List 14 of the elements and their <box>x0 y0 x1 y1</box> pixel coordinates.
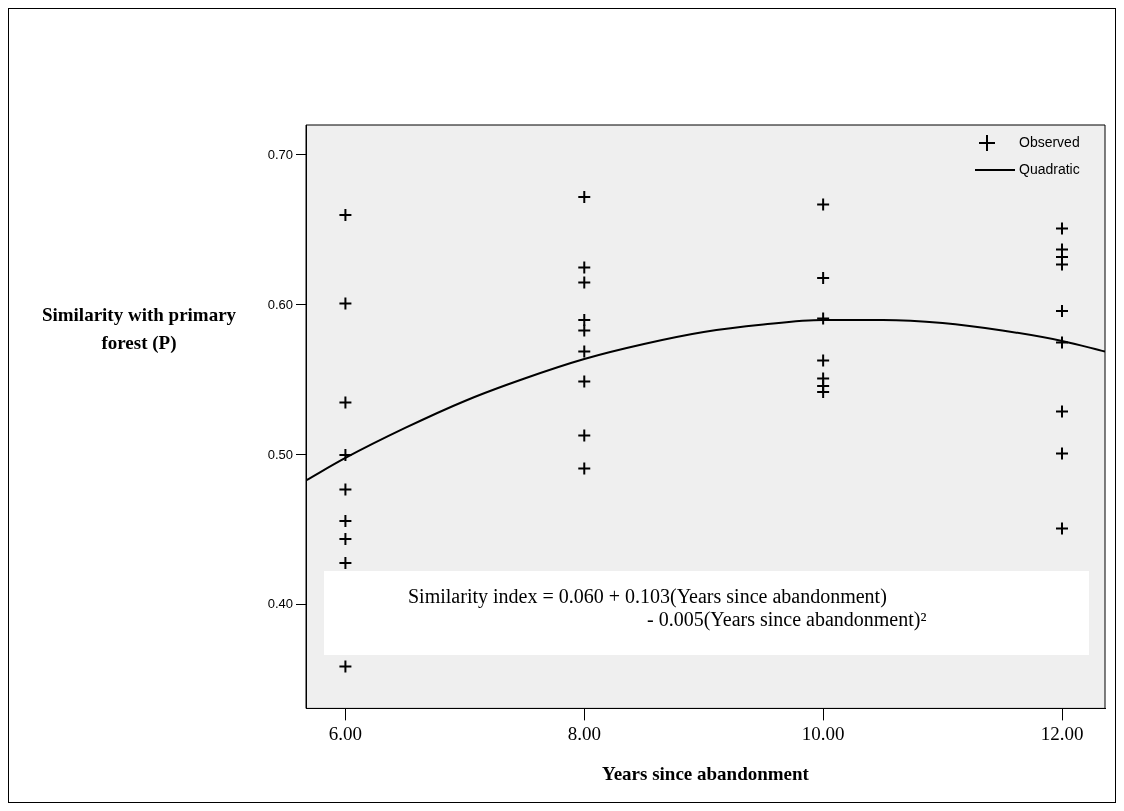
x-tick-label: 12.00 <box>1040 722 1084 744</box>
x-axis-title: Years since abandonment <box>602 762 810 784</box>
y-tick-label: 0.50 <box>267 446 293 462</box>
annotation: Similarity index = 0.060 + 0.103(Years since abandonment) - 0.005(Years since abandonment)² <box>408 585 928 632</box>
legend-label: Observed <box>1019 133 1080 150</box>
x-tick-label: 8.00 <box>567 722 601 744</box>
x-tick-label: 10.00 <box>801 722 845 744</box>
y-tick-label: 0.60 <box>267 296 293 312</box>
y-tick-label: 0.70 <box>267 146 293 162</box>
x-tick-label: 6.00 <box>328 722 363 744</box>
legend-label: Quadratic <box>1019 160 1080 177</box>
y-axis-title: Similarity with primary forest (P) <box>41 304 237 355</box>
equation-box: Similarity index = 0.060 + 0.103(Years since abandonment) - 0.005(Years since abandonment)² <box>324 571 1089 656</box>
y-tick-label: 0.40 <box>267 596 293 612</box>
